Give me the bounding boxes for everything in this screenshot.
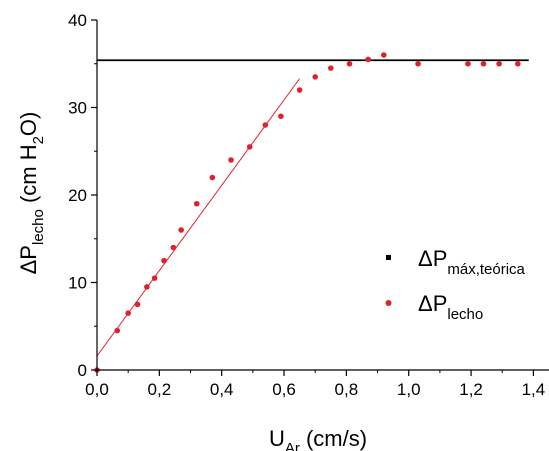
x-tick-label: 1,4 (522, 380, 546, 399)
y-tick-label: 0 (78, 361, 87, 380)
data-point-lecho (480, 60, 487, 67)
y-tick-label: 30 (68, 99, 87, 118)
data-point-lecho (296, 87, 303, 93)
axes (91, 19, 549, 376)
data-point-lecho (161, 257, 167, 264)
legend-label-max-teorica: ΔPmáx,teórica (418, 246, 526, 278)
data-point-lecho (278, 113, 284, 120)
x-axis-label: UAr (cm/s) (269, 426, 367, 451)
y-tick-label: 40 (68, 11, 87, 30)
data-point-lecho (193, 200, 200, 207)
data-point-lecho (465, 60, 471, 67)
y-tick-label: 10 (68, 274, 87, 293)
legend-marker-max-teorica (386, 255, 391, 260)
data-point-lecho (365, 56, 372, 63)
x-tick-label: 1,2 (459, 380, 483, 399)
data-point-lecho (114, 327, 121, 334)
chart-marks (94, 52, 529, 373)
data-point-lecho (228, 157, 234, 163)
legend: ΔPmáx,teórica ΔPlecho (385, 246, 526, 323)
x-tick-label: 0,2 (148, 380, 172, 399)
data-point-lecho (415, 60, 421, 67)
data-point-lecho (327, 65, 334, 71)
y-tick-label: 20 (68, 186, 87, 205)
x-tick-label: 0,8 (335, 380, 359, 399)
y-axis-label: ΔPlecho (cm H2O) (16, 112, 47, 275)
x-tick-label: 0,4 (210, 380, 234, 399)
data-point-lecho (312, 74, 319, 80)
data-point-lecho (515, 60, 521, 67)
tick-labels: 0,0 0,2 0,4 0,6 0,8 1,0 1,2 1,4 0 10 20 30 40 (68, 11, 545, 399)
x-tick-label: 0,6 (272, 380, 296, 399)
legend-label-lecho: ΔPlecho (418, 291, 483, 323)
data-point-lecho (380, 52, 387, 58)
data-point-lecho (209, 174, 216, 181)
fit-line (96, 78, 301, 357)
legend-marker-lecho (385, 300, 392, 306)
x-tick-label: 0,0 (85, 380, 109, 399)
data-point-lecho (178, 227, 184, 233)
data-point-lecho (496, 60, 502, 67)
x-tick-label: 1,0 (397, 380, 421, 399)
data-point-lecho (346, 60, 353, 67)
